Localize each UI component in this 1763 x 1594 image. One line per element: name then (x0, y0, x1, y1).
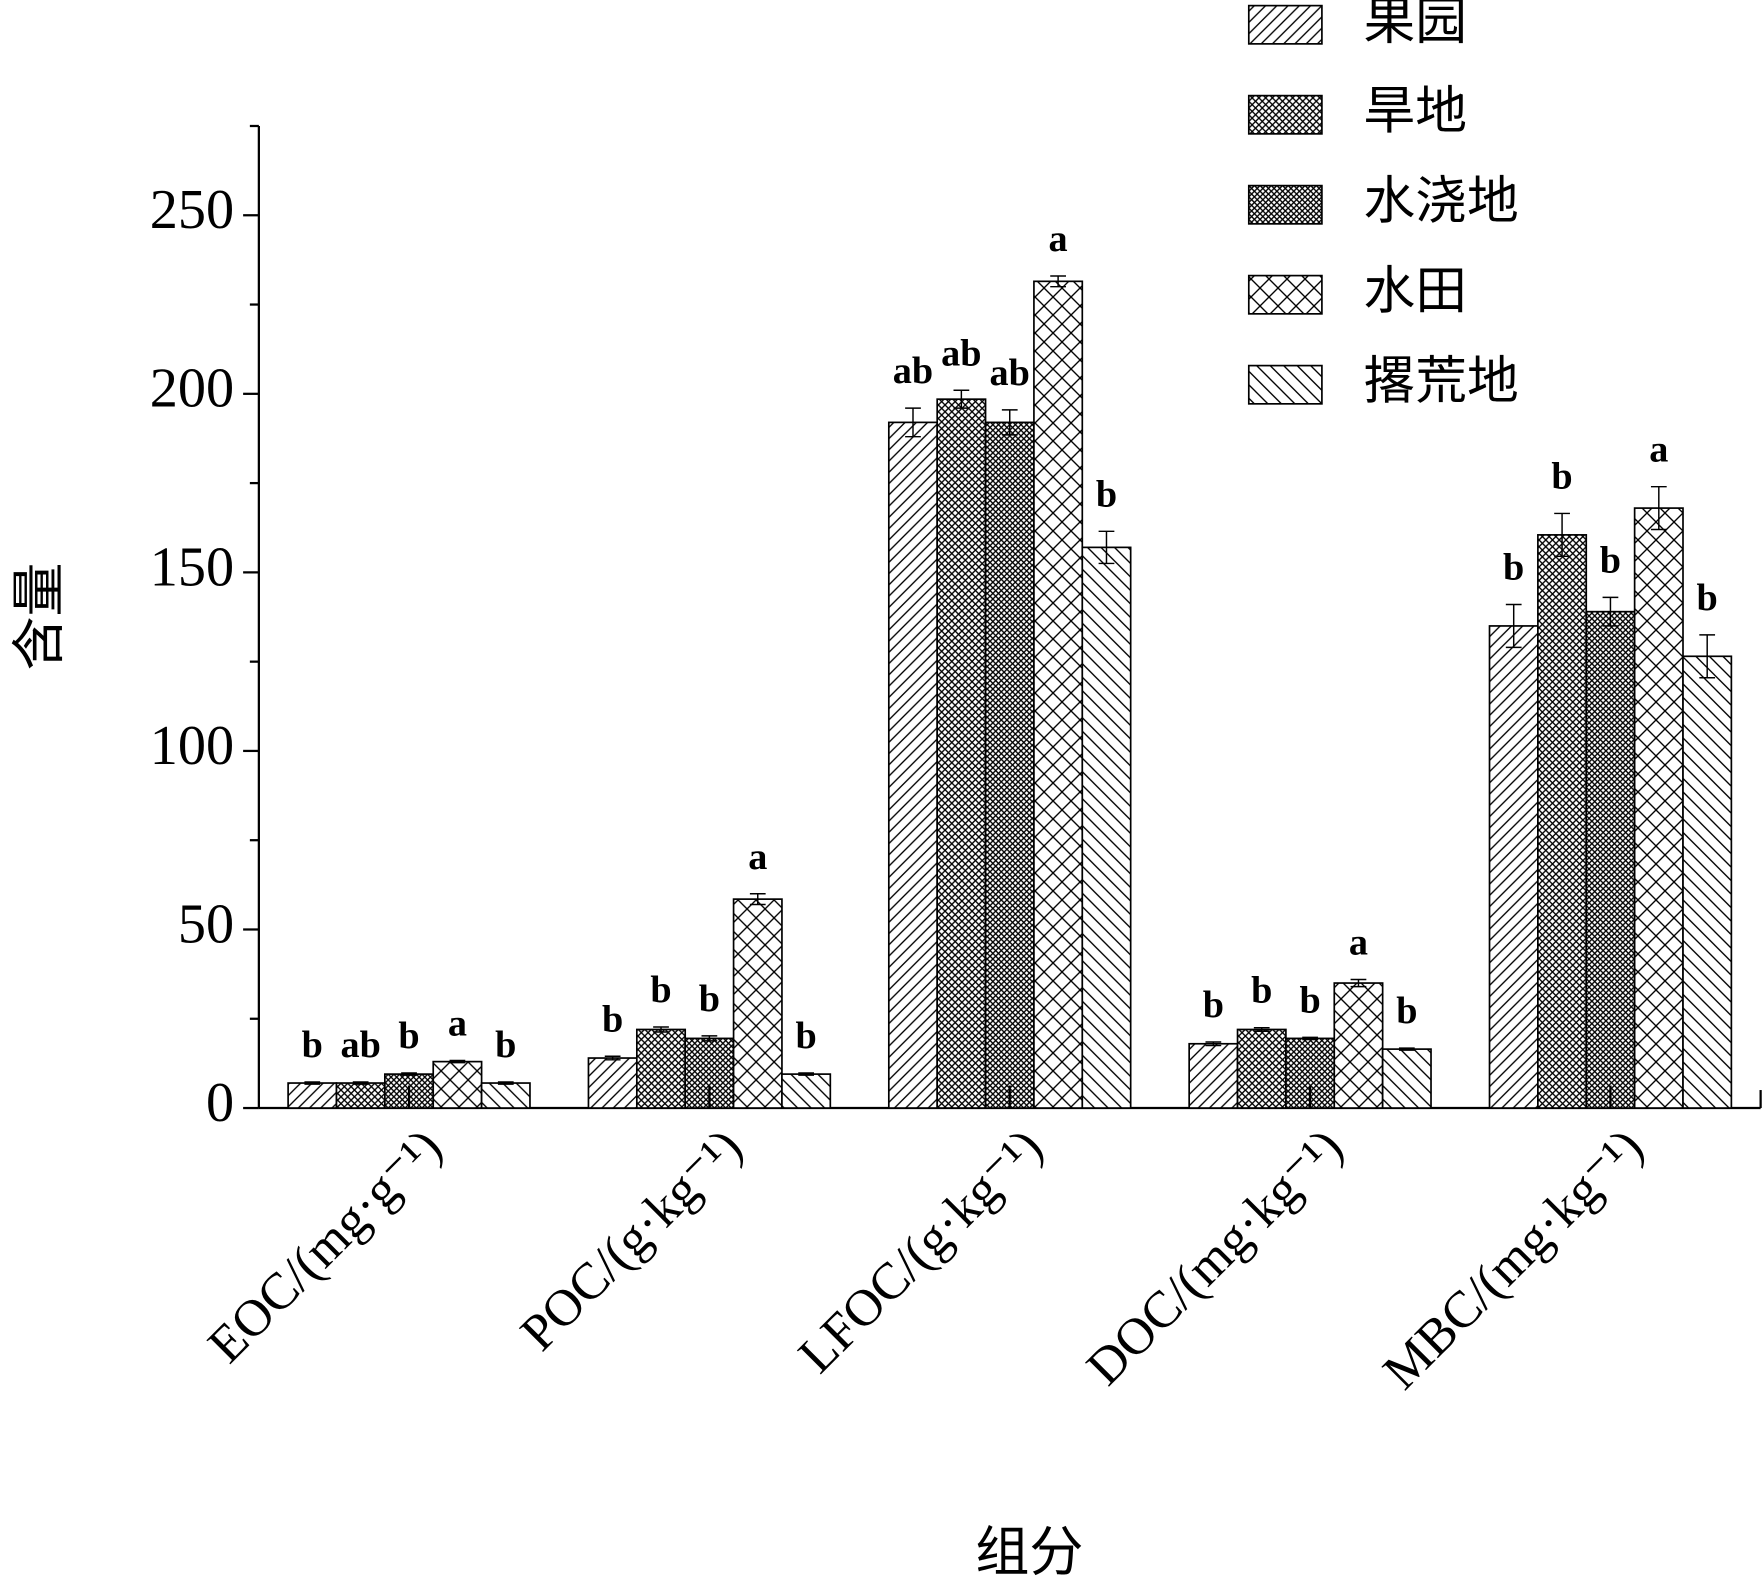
significance-letter: a (1649, 429, 1668, 471)
error-bar (1350, 978, 1367, 988)
bar (1488, 625, 1539, 1109)
y-tick-label: 100 (150, 715, 234, 777)
x-tick-label: MBC/(mg·kg⁻¹) (1372, 1118, 1654, 1400)
significance-letter: a (1349, 922, 1368, 964)
bar (1682, 655, 1733, 1109)
bar (1585, 610, 1636, 1109)
legend-label: 果园 (1364, 0, 1467, 52)
error-bar (1253, 1026, 1270, 1032)
significance-letter: ab (941, 332, 981, 374)
legend-swatch (1247, 364, 1323, 405)
bar (1081, 546, 1132, 1109)
significance-letter: a (1049, 218, 1068, 260)
bar (1537, 534, 1588, 1109)
significance-letter: ab (990, 352, 1030, 394)
significance-letter: a (448, 1003, 467, 1045)
error-bar (497, 1081, 514, 1085)
error-bar (1398, 1047, 1415, 1051)
error-bar (905, 407, 921, 438)
error-bar (604, 1055, 621, 1061)
significance-letter: b (302, 1024, 323, 1066)
significance-letter: b (795, 1015, 816, 1057)
significance-letter: b (1096, 473, 1117, 515)
significance-letter: ab (340, 1024, 380, 1066)
error-bar (701, 1035, 718, 1042)
legend-label: 水田 (1364, 262, 1467, 322)
significance-letter: b (602, 998, 623, 1040)
significance-letter: ab (893, 350, 933, 392)
error-bar (1505, 603, 1522, 649)
significance-letter: b (699, 978, 720, 1020)
significance-letter: b (1697, 577, 1718, 619)
error-bar (1205, 1041, 1222, 1047)
bar (936, 398, 987, 1109)
x-tick-label: LFOC/(g·kg⁻¹) (788, 1118, 1054, 1384)
error-bar (449, 1059, 466, 1064)
error-bar (798, 1072, 815, 1076)
error-bar (1098, 530, 1115, 565)
bar (1236, 1028, 1287, 1109)
error-bar (1650, 485, 1667, 531)
x-tick-label: POC/(g·kg⁻¹) (510, 1118, 753, 1361)
bar (432, 1060, 483, 1109)
legend-label: 撂荒地 (1364, 352, 1519, 412)
significance-letter: b (1203, 984, 1224, 1026)
bar (1033, 280, 1084, 1109)
error-bar (1554, 512, 1570, 558)
error-bar (1050, 275, 1066, 288)
y-tick-label: 50 (178, 893, 234, 955)
y-axis-title: 含量 (8, 562, 71, 670)
significance-letter: b (1600, 539, 1621, 581)
significance-letter: a (748, 836, 767, 878)
significance-letter: b (398, 1015, 419, 1057)
bar (1381, 1048, 1432, 1109)
bar (1333, 982, 1384, 1109)
error-bar (953, 389, 970, 409)
significance-letter: b (650, 969, 671, 1011)
error-bar (653, 1026, 669, 1033)
bar (732, 898, 783, 1109)
legend-label: 水浇地 (1364, 172, 1519, 232)
bar (480, 1082, 531, 1109)
error-bar (749, 893, 766, 906)
bar (1188, 1042, 1239, 1109)
error-bar (352, 1081, 369, 1085)
significance-letter: b (495, 1024, 516, 1066)
significance-letter: b (1551, 455, 1572, 497)
legend-swatch (1247, 184, 1323, 225)
x-tick-label: DOC/(mg·kg⁻¹) (1076, 1118, 1354, 1396)
significance-letter: b (1251, 970, 1272, 1012)
y-tick-label: 0 (206, 1072, 234, 1134)
error-bar (1602, 596, 1619, 627)
legend-label: 旱地 (1364, 82, 1467, 142)
bar (635, 1028, 687, 1109)
bar (587, 1057, 638, 1109)
error-bar (1699, 634, 1716, 679)
bar (1633, 507, 1684, 1109)
bar (887, 421, 939, 1109)
y-tick-label: 200 (150, 358, 234, 420)
bar (984, 421, 1035, 1109)
error-bar (1001, 409, 1018, 436)
significance-letter: b (1396, 990, 1417, 1032)
x-axis-title: 组分 (975, 1520, 1083, 1583)
legend-swatch (1247, 4, 1323, 45)
y-tick-label: 150 (150, 536, 234, 598)
legend-swatch (1247, 274, 1323, 315)
bar (781, 1073, 832, 1109)
significance-letter: b (1299, 979, 1320, 1021)
bar (335, 1082, 386, 1109)
significance-letter: b (1503, 547, 1524, 589)
bar (287, 1082, 338, 1109)
error-bar (1302, 1036, 1318, 1041)
x-tick-label: EOC/(mg·g⁻¹) (197, 1118, 452, 1373)
error-bar (401, 1072, 417, 1076)
error-bar (304, 1081, 321, 1085)
legend-swatch (1247, 94, 1323, 135)
y-tick-label: 250 (150, 179, 234, 241)
